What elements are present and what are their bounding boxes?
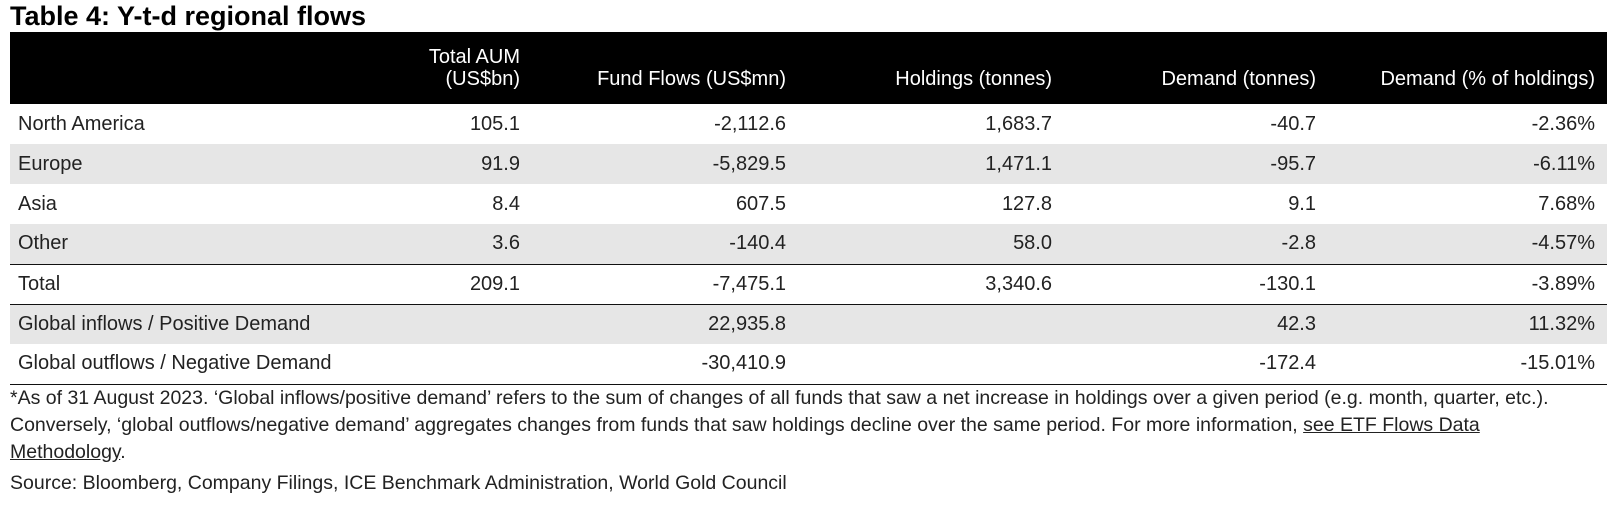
cell-holdings [798, 344, 1064, 385]
cell-demand-tonnes: -40.7 [1270, 112, 1316, 135]
cell-demand-tonnes: -2.8 [1281, 232, 1316, 255]
footnote-text: *As of 31 August 2023. ‘Global inflows/p… [10, 387, 1549, 436]
cell-holdings: 1,471.1 [985, 152, 1052, 175]
table-title: Table 4: Y-t-d regional flows [10, 1, 367, 31]
cell-total-aum: 209.1 [372, 263, 532, 304]
header-row: Total AUM (US$bn) Fund Flows (US$mn) Hol… [10, 32, 1607, 104]
table-row: Other 3.6 -140.4 58.0 -2.8 -4.57% [10, 224, 1607, 264]
cell-demand-tonnes: 42.3 [1064, 303, 1328, 344]
cell-demand-tonnes: -172.4 [1064, 344, 1328, 385]
cell-region: Global outflows / Negative Demand [10, 344, 372, 385]
cell-fund-flows: 607.5 [735, 192, 786, 215]
cell-demand-pct: 11.32% [1328, 303, 1607, 344]
cell-total-aum: 105.1 [469, 112, 520, 135]
cell-fund-flows: 22,935.8 [532, 303, 798, 344]
table-row: North America 105.1 -2,112.6 1,683.7 -40… [10, 104, 1607, 144]
cell-demand-pct: -4.57% [1531, 232, 1595, 255]
table-row: Europe 91.9 -5,829.5 1,471.1 -95.7 -6.11… [10, 144, 1607, 184]
cell-demand-pct: -15.01% [1328, 344, 1607, 385]
cell-holdings [798, 303, 1064, 344]
header-cell-total-aum: Total AUM (US$bn) [428, 46, 520, 90]
header-cell-demand-pct: Demand (% of holdings) [1380, 68, 1595, 90]
footnote: *As of 31 August 2023. ‘Global inflows/p… [10, 385, 1590, 466]
cell-region: North America [18, 112, 145, 135]
methodology-link[interactable]: see ETF Flows Data Methodology [10, 414, 1480, 463]
table-row-global-outflows: Global outflows / Negative Demand -30,41… [10, 344, 1607, 385]
footnote-end: . [120, 441, 126, 463]
cell-demand-pct: -6.11% [1533, 152, 1595, 175]
cell-fund-flows: -2,112.6 [714, 112, 786, 135]
cell-region: Total [10, 263, 372, 304]
cell-fund-flows: -30,410.9 [532, 344, 798, 385]
cell-holdings: 1,683.7 [985, 112, 1052, 135]
cell-holdings: 58.0 [1013, 232, 1052, 255]
header-cell-region [10, 32, 372, 104]
cell-demand-tonnes: -130.1 [1064, 263, 1328, 304]
cell-fund-flows: -7,475.1 [532, 263, 798, 304]
cell-demand-pct: 7.68% [1538, 192, 1595, 215]
cell-fund-flows: -140.4 [729, 232, 786, 255]
table-row-total: Total 209.1 -7,475.1 3,340.6 -130.1 -3.8… [10, 263, 1607, 304]
header-cell-demand-tonnes: Demand (tonnes) [1161, 68, 1316, 90]
cell-holdings: 127.8 [1001, 192, 1052, 215]
cell-total-aum: 3.6 [492, 232, 520, 255]
regional-flows-table: Total AUM (US$bn) Fund Flows (US$mn) Hol… [10, 32, 1607, 385]
cell-demand-tonnes: -95.7 [1270, 152, 1316, 175]
header-cell-fund-flows: Fund Flows (US$mn) [597, 68, 786, 90]
cell-total-aum [372, 303, 532, 344]
source-note: Source: Bloomberg, Company Filings, ICE … [10, 472, 787, 494]
cell-fund-flows: -5,829.5 [712, 152, 786, 175]
cell-total-aum: 91.9 [481, 152, 520, 175]
table-row: Asia 8.4 607.5 127.8 9.1 7.68% [10, 184, 1607, 224]
cell-region: Europe [18, 152, 83, 175]
header-cell-holdings: Holdings (tonnes) [895, 68, 1052, 90]
table-body: North America 105.1 -2,112.6 1,683.7 -40… [10, 104, 1607, 385]
cell-total-aum [372, 344, 532, 385]
table-header: Total AUM (US$bn) Fund Flows (US$mn) Hol… [10, 32, 1607, 104]
table-row-global-inflows: Global inflows / Positive Demand 22,935.… [10, 303, 1607, 344]
cell-region: Other [18, 232, 69, 255]
cell-region: Global inflows / Positive Demand [10, 303, 372, 344]
cell-total-aum: 8.4 [492, 192, 520, 215]
cell-region: Asia [18, 192, 57, 215]
cell-holdings: 3,340.6 [798, 263, 1064, 304]
cell-demand-tonnes: 9.1 [1288, 192, 1316, 215]
cell-demand-pct: -2.36% [1531, 112, 1595, 135]
cell-demand-pct: -3.89% [1328, 263, 1607, 304]
